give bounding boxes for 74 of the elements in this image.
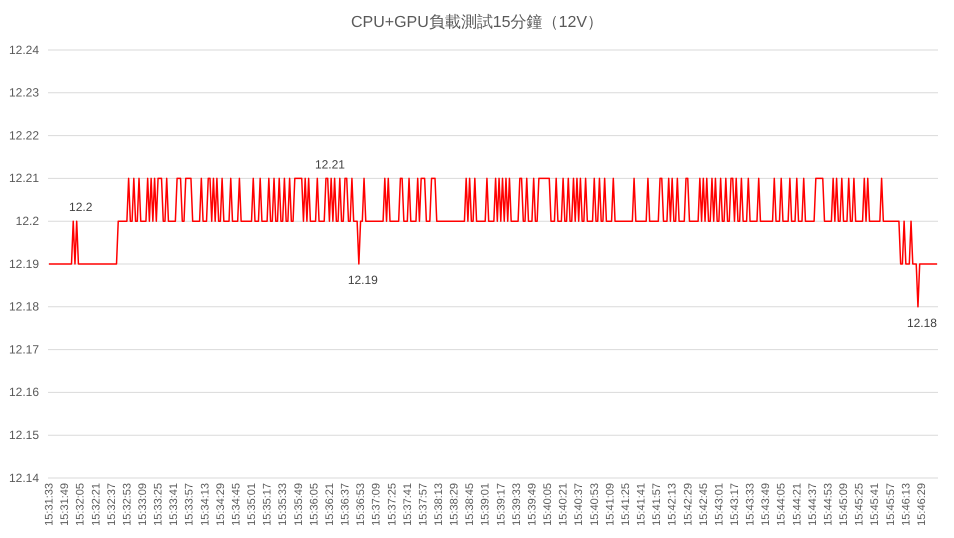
x-tick-label: 15:40:53 [588,483,601,526]
x-tick-label: 15:33:57 [184,483,196,526]
x-tick-label: 15:44:53 [822,483,834,526]
x-tick-label: 15:35:01 [246,483,258,526]
x-tick-label: 15:35:33 [277,483,290,526]
x-tick-label: 15:31:49 [59,483,72,526]
x-tick-label: 15:41:09 [604,483,616,526]
x-tick-label: 15:43:01 [713,483,726,526]
x-tick-label: 15:37:57 [417,483,430,526]
x-tick-label: 15:40:05 [542,483,554,526]
data-label: 12.2 [69,200,93,214]
y-tick-label: 12.19 [8,256,40,271]
data-label: 12.21 [314,157,346,172]
x-tick-label: 15:32:53 [121,483,134,526]
x-tick-label: 15:43:33 [744,483,757,526]
x-tick-label: 15:38:29 [448,483,461,526]
x-tick-label: 15:41:41 [636,483,648,526]
y-tick-label: 12.22 [8,128,40,142]
x-tick-label: 15:39:49 [526,483,538,526]
x-tick-label: 15:32:05 [74,483,87,526]
x-tick-label: 15:34:45 [230,483,242,526]
x-tick-label: 15:32:37 [106,483,118,526]
y-tick-label: 12.16 [8,385,40,400]
x-tick-label: 15:46:29 [916,483,928,526]
x-tick-label: 15:42:29 [682,483,694,526]
x-tick-label: 15:33:41 [168,483,180,526]
x-tick-label: 15:44:05 [776,483,788,526]
x-tick-label: 15:45:25 [854,483,866,526]
x-tick-label: 15:41:25 [620,483,632,526]
x-tick-label: 15:44:37 [806,483,819,526]
x-tick-label: 15:40:37 [573,483,586,526]
x-tick-label: 15:33:25 [152,483,165,526]
x-tick-label: 15:37:25 [386,483,398,526]
x-tick-label: 15:40:21 [558,483,570,526]
x-tick-label: 15:36:37 [340,483,352,526]
x-tick-label: 15:31:33 [44,483,56,526]
y-tick-label: 12.17 [8,342,40,356]
x-tick-label: 15:36:21 [324,483,336,526]
x-tick-label: 15:35:17 [262,483,274,526]
x-tick-label: 15:42:45 [698,483,710,526]
x-tick-label: 15:43:49 [760,483,772,526]
x-tick-label: 15:46:13 [900,483,912,526]
line-series [48,178,938,308]
y-tick-label: 12.21 [8,171,40,186]
x-tick-label: 15:36:53 [355,483,368,526]
x-tick-label: 15:42:13 [666,483,679,526]
y-tick-label: 12.15 [8,428,40,442]
y-tick-label: 12.2 [16,214,40,228]
x-tick-label: 15:35:49 [292,483,305,526]
x-tick-label: 15:37:09 [370,483,383,526]
x-tick-label: 15:33:09 [136,483,149,526]
x-tick-label: 15:44:21 [791,483,804,526]
x-tick-label: 15:38:13 [432,483,445,526]
x-tick-label: 15:37:41 [402,483,414,526]
x-tick-label: 15:45:41 [869,483,882,526]
x-tick-label: 15:39:33 [510,483,523,526]
y-tick-label: 12.14 [8,470,40,485]
x-tick-label: 15:39:17 [495,483,508,526]
x-tick-label: 15:36:05 [308,483,320,526]
x-tick-label: 15:34:13 [199,483,212,526]
x-tick-label: 15:32:21 [90,483,102,526]
x-tick-label: 15:43:17 [728,483,741,526]
y-tick-label: 12.23 [8,86,40,100]
x-tick-label: 15:45:57 [884,483,897,526]
data-label: 12.19 [348,273,378,287]
chart-title: CPU+GPU負載測試15分鐘（12V） [350,13,604,31]
x-tick-label: 15:41:57 [651,483,664,526]
y-tick-label: 12.24 [8,42,40,57]
y-tick-label: 12.18 [8,300,40,314]
x-tick-label: 15:39:01 [480,483,492,526]
data-label: 12.18 [906,316,938,330]
x-tick-label: 15:45:09 [838,483,850,526]
x-tick-label: 15:38:45 [464,483,476,526]
x-tick-label: 15:34:29 [214,483,227,526]
